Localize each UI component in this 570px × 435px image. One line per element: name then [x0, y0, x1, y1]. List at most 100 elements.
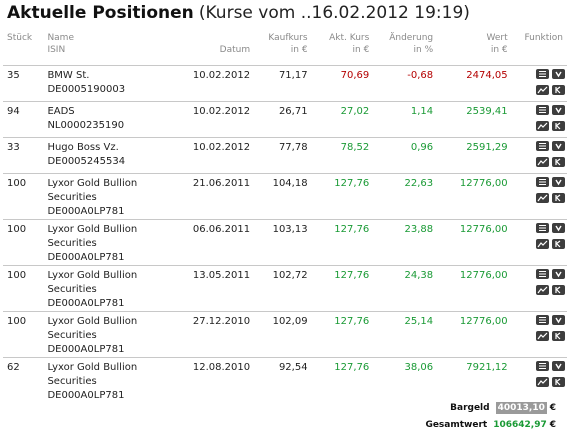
total-value: Gesamtwert 106642,97 € — [425, 420, 556, 430]
details-icon[interactable] — [536, 360, 549, 371]
cell-datum: 10.02.2012 — [192, 141, 251, 153]
sell-icon[interactable] — [552, 268, 565, 279]
header-datum: Datum — [219, 45, 251, 55]
chart-icon[interactable] — [536, 376, 549, 387]
table-row: 33 Hugo Boss Vz. DE0005245534 10.02.2012 77,… — [3, 137, 567, 173]
header-aenderung: Änderung in % — [389, 33, 434, 55]
details-icon[interactable] — [536, 314, 549, 325]
chart-icon[interactable] — [536, 84, 549, 95]
cell-kaufkurs: 102,09 — [272, 315, 308, 327]
security-isin: DE000A0LP781 — [47, 389, 125, 401]
cell-akt-kurs: 27,02 — [340, 105, 370, 117]
cell-kaufkurs: 103,13 — [272, 223, 308, 235]
sell-icon[interactable] — [552, 176, 565, 187]
cell-wert: 2474,05 — [466, 69, 508, 81]
chart-icon[interactable] — [536, 120, 549, 131]
cell-name-isin: Lyxor Gold Bullion Securities DE000A0LP781 — [43, 173, 171, 219]
buy-icon[interactable] — [552, 120, 565, 131]
cell-akt-kurs: 127,76 — [334, 315, 370, 327]
details-icon[interactable] — [536, 176, 549, 187]
cell-akt-kurs: 127,76 — [334, 223, 370, 235]
cell-datum: 06.06.2011 — [192, 223, 251, 235]
buy-icon[interactable] — [552, 376, 565, 387]
table-row: 62 Lyxor Gold Bullion Securities DE000A0LP7… — [3, 357, 567, 403]
page-title: Aktuelle Positionen (Kurse vom ..16.02.2… — [7, 3, 470, 27]
cell-aenderung: 0,96 — [410, 141, 434, 153]
details-icon[interactable] — [536, 140, 549, 151]
cell-aenderung: 22,63 — [404, 177, 434, 189]
security-line-2: DE0005245534 — [47, 155, 126, 167]
sell-icon[interactable] — [552, 314, 565, 325]
cell-aenderung: 1,14 — [410, 105, 434, 117]
cell-funktion — [512, 65, 567, 101]
buy-icon[interactable] — [552, 284, 565, 295]
header-stueck: Stück — [7, 33, 33, 43]
buy-icon[interactable] — [552, 330, 565, 341]
cell-kaufkurs: 26,71 — [278, 105, 308, 117]
security-isin: DE000A0LP781 — [47, 297, 125, 309]
table-row: 100 Lyxor Gold Bullion Securities DE000A0LP… — [3, 311, 567, 357]
cell-stueck: 100 — [7, 177, 27, 189]
table-row: 94 EADS NL0000235190 10.02.2012 26,71 27,02 1,… — [3, 101, 567, 137]
cell-stueck: 94 — [7, 105, 20, 117]
sell-icon[interactable] — [552, 222, 565, 233]
sell-icon[interactable] — [552, 104, 565, 115]
details-icon[interactable] — [536, 68, 549, 79]
security-name: BMW St. — [47, 69, 90, 81]
security-line-2: Securities — [47, 283, 97, 295]
cell-datum: 27.12.2010 — [192, 315, 251, 327]
security-isin: DE000A0LP781 — [47, 251, 125, 263]
security-name: Lyxor Gold Bullion — [47, 223, 138, 235]
security-name: Lyxor Gold Bullion — [47, 269, 138, 281]
cell-akt-kurs: 127,76 — [334, 361, 370, 373]
chart-icon[interactable] — [536, 238, 549, 249]
details-icon[interactable] — [536, 222, 549, 233]
header-akt-kurs: Akt. Kurs in € — [329, 33, 370, 55]
cell-funktion — [512, 137, 567, 173]
sell-icon[interactable] — [552, 360, 565, 371]
security-line-2: NL0000235190 — [47, 119, 125, 131]
cash-value: 40013,10 — [495, 402, 547, 414]
cell-wert: 2591,29 — [466, 141, 508, 153]
cell-stueck: 100 — [7, 269, 27, 281]
security-line-2: Securities — [47, 237, 97, 249]
details-icon[interactable] — [536, 104, 549, 115]
security-name: EADS — [47, 105, 75, 117]
cell-wert: 12776,00 — [459, 177, 508, 189]
cell-name-isin: Lyxor Gold Bullion Securities DE000A0LP781 — [43, 219, 171, 265]
header-name: Name ISIN — [47, 33, 74, 55]
cell-funktion — [512, 311, 567, 357]
buy-icon[interactable] — [552, 192, 565, 203]
cell-name-isin: Lyxor Gold Bullion Securities DE000A0LP781 — [43, 311, 171, 357]
cell-funktion — [512, 219, 567, 265]
chart-icon[interactable] — [536, 156, 549, 167]
page-title-main: Aktuelle Positionen — [7, 3, 194, 23]
header-kaufkurs: Kaufkurs in € — [268, 33, 308, 55]
security-line-2: Securities — [47, 191, 97, 203]
sell-icon[interactable] — [552, 140, 565, 151]
cell-aenderung: 23,88 — [404, 223, 434, 235]
details-icon[interactable] — [536, 268, 549, 279]
chart-icon[interactable] — [536, 284, 549, 295]
security-name: Lyxor Gold Bullion — [47, 361, 138, 373]
buy-icon[interactable] — [552, 238, 565, 249]
cell-name-isin: Hugo Boss Vz. DE0005245534 — [43, 137, 171, 173]
buy-icon[interactable] — [552, 156, 565, 167]
table-row: 100 Lyxor Gold Bullion Securities DE000A0LP… — [3, 219, 567, 265]
security-line-2: Securities — [47, 375, 97, 387]
chart-icon[interactable] — [536, 192, 549, 203]
cell-datum: 13.05.2011 — [192, 269, 251, 281]
security-name: Lyxor Gold Bullion — [47, 177, 138, 189]
cell-akt-kurs: 127,76 — [334, 177, 370, 189]
cash-currency: € — [549, 403, 556, 413]
cell-aenderung: 38,06 — [404, 361, 434, 373]
cell-funktion — [512, 173, 567, 219]
cell-datum: 21.06.2011 — [192, 177, 251, 189]
cell-wert: 12776,00 — [459, 315, 508, 327]
sell-icon[interactable] — [552, 68, 565, 79]
buy-icon[interactable] — [552, 84, 565, 95]
cell-stueck: 100 — [7, 223, 27, 235]
cash-balance: Bargeld 40013,10 € — [450, 402, 556, 414]
total-currency: € — [549, 420, 556, 430]
chart-icon[interactable] — [536, 330, 549, 341]
